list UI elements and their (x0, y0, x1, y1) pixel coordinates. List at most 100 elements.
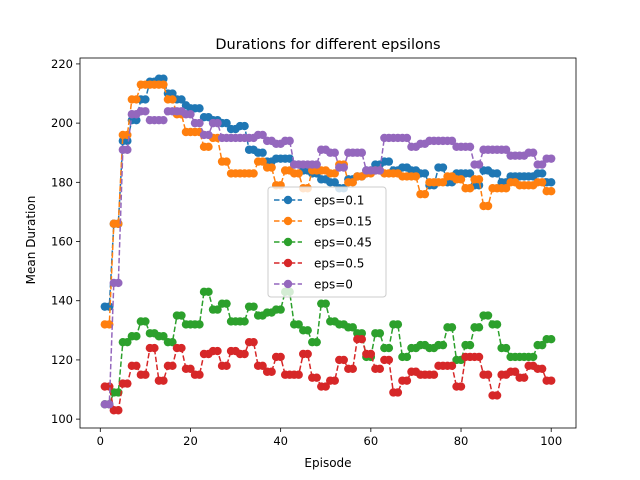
data-point (132, 115, 141, 125)
data-point (105, 320, 114, 329)
data-point (285, 154, 294, 163)
data-point (132, 361, 141, 371)
data-point (276, 305, 285, 314)
data-point (168, 95, 177, 104)
data-point (465, 169, 475, 178)
legend-label: eps=0 (314, 278, 353, 292)
data-point (177, 311, 186, 320)
data-point (474, 352, 484, 362)
data-point (312, 337, 321, 347)
data-point (222, 361, 231, 371)
data-point (105, 382, 114, 391)
data-point (258, 130, 267, 140)
data-point (384, 355, 394, 365)
data-point (375, 329, 385, 338)
data-point (150, 343, 159, 353)
data-point (213, 118, 222, 128)
y-tick-label: 140 (51, 294, 73, 308)
data-point (528, 148, 538, 157)
data-point (474, 160, 484, 169)
data-point (204, 287, 213, 297)
legend-marker (283, 279, 293, 289)
legend-entry: eps=0 (274, 278, 353, 292)
data-point (483, 311, 493, 320)
data-point (447, 136, 457, 146)
data-point (267, 367, 276, 376)
data-point (114, 219, 123, 228)
legend-marker (283, 258, 293, 268)
data-point (402, 133, 412, 143)
data-point (357, 148, 367, 157)
data-point (501, 184, 511, 193)
data-point (258, 148, 267, 157)
series-eps=0 (100, 107, 556, 409)
data-point (168, 89, 177, 98)
legend: eps=0.1 eps=0.15 eps=0.45 eps=0.5 eps=0 (267, 186, 387, 298)
data-point (141, 370, 150, 379)
data-point (483, 201, 493, 211)
data-point (357, 329, 367, 338)
data-point (159, 332, 168, 341)
data-point (204, 142, 213, 151)
data-point (384, 343, 394, 353)
data-point (510, 367, 520, 376)
legend-label: eps=0.45 (314, 236, 372, 250)
data-point (312, 373, 321, 382)
data-point (492, 169, 502, 178)
data-point (267, 163, 276, 172)
data-point (177, 343, 186, 353)
data-point (547, 154, 556, 163)
x-tick-label: 0 (97, 434, 104, 448)
data-point (294, 370, 303, 379)
legend-marker (283, 237, 293, 247)
data-point (375, 364, 385, 373)
legend-entry: eps=0.45 (274, 236, 372, 250)
data-point (294, 169, 303, 178)
axes-border (79, 57, 577, 429)
data-point (501, 145, 511, 154)
data-point (501, 343, 511, 353)
legend-entry: eps=0.1 (274, 194, 364, 208)
data-point (177, 95, 186, 104)
legend-marker (283, 195, 293, 205)
data-point (159, 80, 168, 89)
axes-frame (79, 57, 577, 429)
data-point (447, 361, 457, 371)
data-point (114, 278, 123, 288)
legend-box (267, 186, 387, 298)
data-point (547, 376, 556, 385)
data-point (420, 169, 430, 178)
data-point (141, 317, 150, 326)
legend-label: eps=0.5 (314, 257, 364, 271)
data-point (357, 335, 367, 344)
data-point (105, 302, 114, 311)
y-tick-label: 180 (51, 175, 73, 189)
data-point (249, 302, 258, 311)
data-point (402, 376, 412, 385)
legend-marker (283, 216, 293, 226)
data-point (348, 323, 357, 332)
data-point (438, 340, 448, 350)
data-point (519, 373, 529, 382)
legend-entry: eps=0.15 (274, 215, 372, 229)
data-point (141, 95, 150, 104)
y-tick-label: 200 (51, 116, 73, 130)
data-point (537, 160, 547, 169)
data-point (168, 337, 177, 347)
chart-title: Durations for different epsilons (215, 37, 440, 53)
data-point (204, 130, 213, 140)
data-point (411, 172, 421, 181)
data-point (240, 317, 249, 326)
data-point (393, 388, 403, 397)
y-tick-label: 120 (51, 353, 73, 367)
data-point (249, 337, 258, 347)
y-tick-label: 100 (51, 412, 73, 426)
x-axis-label: Episode (304, 456, 351, 470)
data-point (537, 169, 547, 178)
data-point (429, 370, 439, 379)
data-point (303, 326, 312, 335)
data-point (339, 355, 348, 365)
data-point (528, 352, 538, 362)
data-point (123, 337, 132, 347)
data-point (474, 323, 484, 332)
